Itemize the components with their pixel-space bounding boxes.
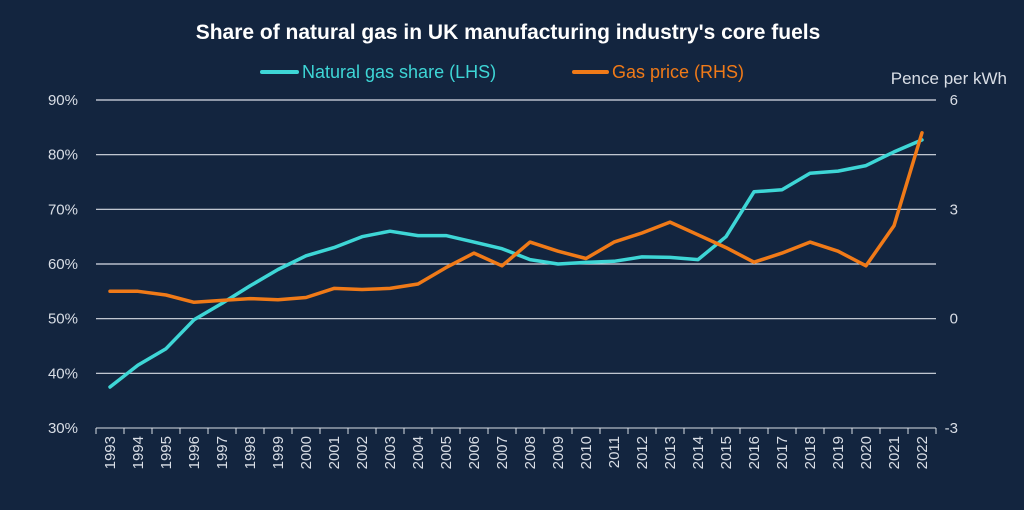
gridlines [96, 99, 936, 429]
x-tick-label: 2022 [914, 436, 931, 469]
x-tick-label: 2017 [774, 436, 791, 469]
x-tick-label: 1998 [242, 436, 259, 469]
right-tick-label: 6 [950, 92, 958, 109]
series-lines [108, 131, 924, 389]
x-tick-label: 2009 [550, 436, 567, 469]
x-tick-label: 1993 [102, 436, 119, 469]
x-tick-label: 2007 [494, 436, 511, 469]
x-tick-label: 2010 [578, 436, 595, 469]
x-tick-label: 2021 [886, 436, 903, 469]
x-tick-label: 1999 [270, 436, 287, 469]
left-tick-label: 30% [48, 420, 78, 437]
x-tick-label: 2016 [746, 436, 763, 469]
left-tick-label: 90% [48, 92, 78, 109]
x-tick-label: 2005 [438, 436, 455, 469]
x-tick-label: 2020 [858, 436, 875, 469]
series-line-gas-price [108, 131, 924, 305]
left-tick-label: 40% [48, 365, 78, 382]
x-tick-label: 2006 [466, 436, 483, 469]
x-tick-label: 2013 [662, 436, 679, 469]
x-tick-label: 2003 [382, 436, 399, 469]
right-tick-label: 0 [950, 311, 958, 328]
right-axis-unit-label: Pence per kWh [891, 69, 1007, 88]
x-tick-label: 2019 [830, 436, 847, 469]
left-tick-label: 60% [48, 256, 78, 273]
x-tick-label: 1997 [214, 436, 231, 469]
x-axis: 1993 1994 1995 1996 1997 1998 1999 2000 2001 2002… [95, 428, 937, 469]
x-tick-label: 2018 [802, 436, 819, 469]
x-tick-label: 2000 [298, 436, 315, 469]
x-tick-label: 2015 [718, 436, 735, 469]
x-tick-label: 1996 [186, 436, 203, 469]
x-tick-label: 2011 [606, 436, 623, 468]
right-tick-label: -3 [945, 420, 958, 437]
left-tick-label: 50% [48, 311, 78, 328]
left-tick-label: 70% [48, 201, 78, 218]
x-tick-label: 2012 [634, 436, 651, 469]
x-tick-label: 2004 [410, 436, 427, 469]
x-tick-label: 2014 [690, 436, 707, 469]
legend: Natural gas share (LHS) Gas price (RHS) [260, 62, 744, 82]
x-tick-label: 1995 [158, 436, 175, 469]
chart-title: Share of natural gas in UK manufacturing… [196, 21, 821, 44]
left-tick-label: 80% [48, 147, 78, 164]
right-axis: 6 3 0 -3 [945, 92, 958, 437]
x-tick-label: 2002 [354, 436, 371, 469]
left-axis: 90% 80% 70% 60% 50% 40% 30% [48, 92, 78, 437]
right-tick-label: 3 [950, 201, 958, 218]
x-tick-label: 1994 [130, 436, 147, 469]
legend-label-gas-price: Gas price (RHS) [612, 62, 744, 82]
legend-label-gas-share: Natural gas share (LHS) [302, 62, 496, 82]
x-tick-label: 2001 [326, 436, 343, 469]
x-tick-label: 2008 [522, 436, 539, 469]
